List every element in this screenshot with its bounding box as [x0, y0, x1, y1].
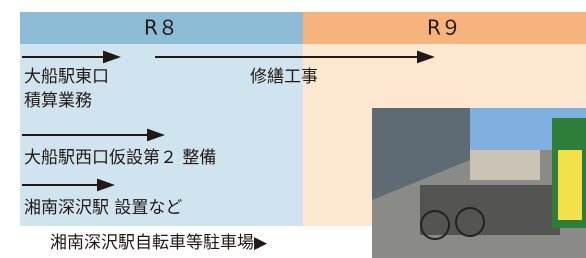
photo-sign-panel — [558, 150, 582, 220]
photo-bicycles — [420, 185, 560, 235]
schedule-diagram: R８ R９ 大船駅東口 積算業務 修繕工事 大船駅西口仮設第２ 整備 湘南深沢駅… — [0, 0, 586, 258]
item-text: 大船駅西口仮設第２ 整備 — [24, 148, 216, 168]
item-note: 修繕工事 — [250, 67, 318, 87]
photo-building — [470, 150, 540, 180]
period-label: R８ — [144, 16, 178, 40]
caption: 湘南深沢駅自転車等駐車場▶ — [50, 233, 268, 253]
item-text: 大船駅東口 — [24, 67, 109, 87]
item-text: 積算業務 — [24, 91, 92, 111]
period-label: R９ — [427, 16, 461, 40]
photo — [372, 108, 586, 258]
item-text: 湘南深沢駅 設置など — [24, 198, 182, 218]
caption-bg — [303, 226, 372, 258]
